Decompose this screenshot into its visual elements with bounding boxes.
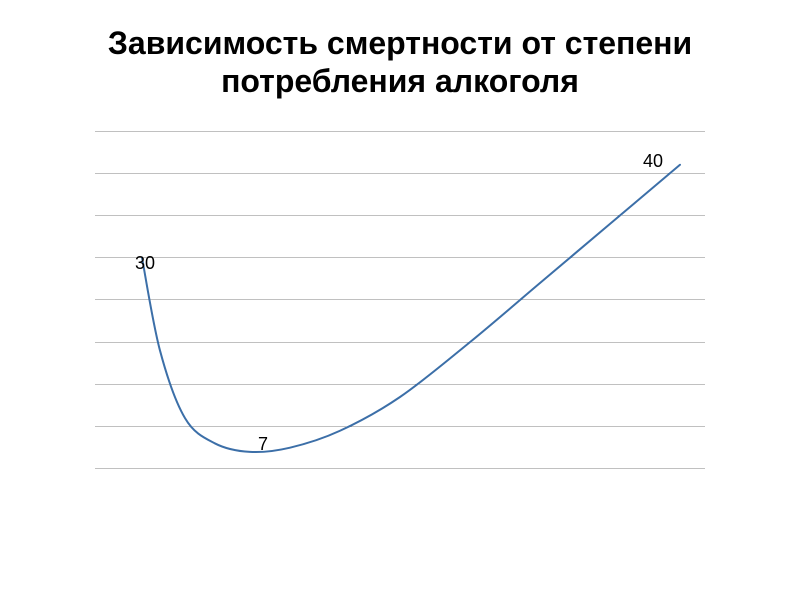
data-label: 40	[643, 151, 663, 172]
data-label: 7	[258, 434, 268, 455]
chart-title: Зависимость смертности от степени потреб…	[0, 0, 800, 101]
chart-background	[80, 121, 720, 521]
data-label: 30	[135, 253, 155, 274]
mortality-chart: 30 7 40	[80, 121, 720, 521]
